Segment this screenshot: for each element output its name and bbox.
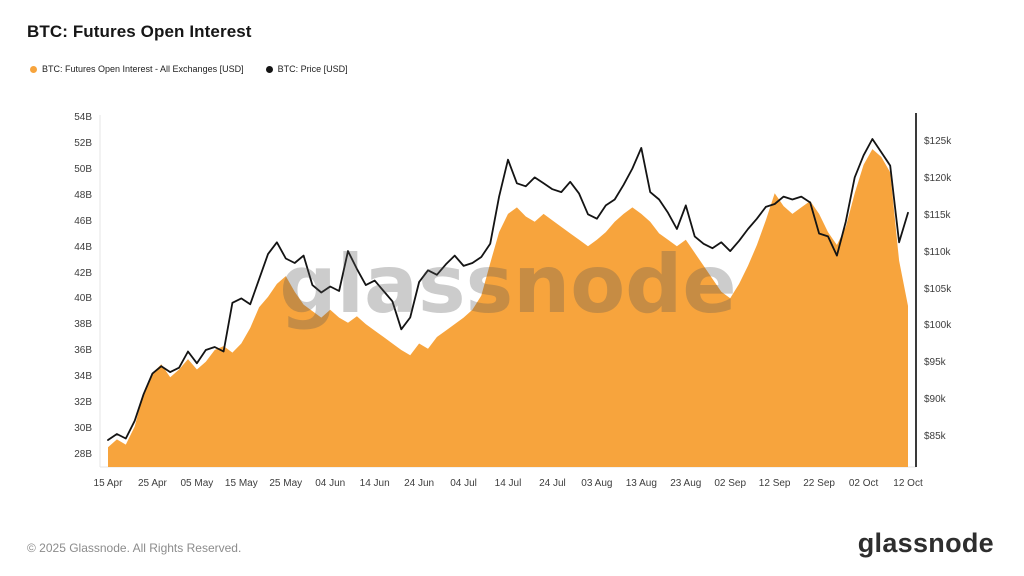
x-axis-tick: 14 Jul [494, 478, 522, 489]
right-axis-tick: $125k [924, 136, 952, 147]
left-axis-tick: 34B [74, 371, 92, 383]
left-axis-tick: 28B [74, 449, 92, 460]
left-axis-tick: 52B [74, 137, 92, 149]
x-axis-tick: 02 Sep [714, 478, 747, 489]
left-axis-tick: 32B [74, 397, 92, 409]
x-axis-tick: 15 Apr [93, 478, 123, 489]
x-axis-tick: 02 Oct [848, 478, 879, 489]
legend-label: BTC: Futures Open Interest - All Exchang… [42, 64, 244, 74]
open-interest-area-series [108, 149, 908, 467]
legend-item-price[interactable]: BTC: Price [USD] [265, 64, 348, 74]
x-axis-tick: 22 Sep [803, 478, 835, 489]
right-axis-tick: $115k [924, 209, 951, 221]
legend-item-open-interest[interactable]: BTC: Futures Open Interest - All Exchang… [30, 64, 244, 74]
footer-copyright: © 2025 Glassnode. All Rights Reserved. [27, 541, 242, 555]
x-axis-tick: 15 May [224, 478, 258, 489]
left-axis-tick: 44B [74, 241, 92, 253]
right-axis-tick: $120k [924, 172, 952, 184]
right-axis-tick: $90k [924, 394, 946, 406]
x-axis-tick: 14 Jun [359, 478, 390, 489]
right-axis-tick: $85k [924, 431, 946, 442]
x-axis-tick: 04 Jun [315, 478, 346, 489]
page-title: BTC: Futures Open Interest [27, 22, 252, 41]
left-axis-tick: 48B [74, 189, 92, 201]
x-axis-tick: 04 Jul [450, 478, 477, 489]
x-axis-tick: 24 Jun [404, 478, 435, 489]
x-axis-tick: 23 Aug [670, 478, 702, 489]
left-axis-tick: 54B [74, 112, 92, 123]
right-axis-tick: $105k [924, 283, 952, 295]
right-axis-tick: $95k [924, 357, 946, 369]
x-axis-tick: 24 Jul [539, 478, 566, 489]
chart-legend: BTC: Futures Open Interest - All Exchang… [30, 64, 348, 74]
left-axis-tick: 42B [74, 267, 92, 279]
x-axis-tick: 13 Aug [625, 478, 657, 489]
left-axis-tick: 46B [74, 215, 92, 227]
x-axis-tick: 25 May [269, 478, 303, 489]
left-axis-tick: 30B [74, 423, 92, 435]
left-axis-tick: 50B [74, 163, 92, 175]
open-interest-dot-icon [30, 65, 37, 73]
x-axis-tick: 12 Sep [758, 478, 791, 489]
left-axis-tick: 38B [74, 319, 92, 331]
x-axis-tick: 12 Oct [893, 478, 923, 489]
glassnode-logo: glassnode [857, 528, 994, 558]
right-axis-tick: $100k [924, 320, 952, 332]
x-axis-tick: 05 May [180, 478, 214, 489]
legend-label: BTC: Price [USD] [277, 64, 348, 74]
right-axis-tick: $110k [924, 246, 951, 258]
price-line-series [107, 138, 909, 441]
left-axis-tick: 36B [74, 345, 92, 357]
price-dot-icon [265, 65, 273, 73]
left-axis-tick: 40B [74, 293, 92, 305]
x-axis-tick: 03 Aug [581, 478, 613, 489]
x-axis-tick: 25 Apr [137, 478, 167, 489]
